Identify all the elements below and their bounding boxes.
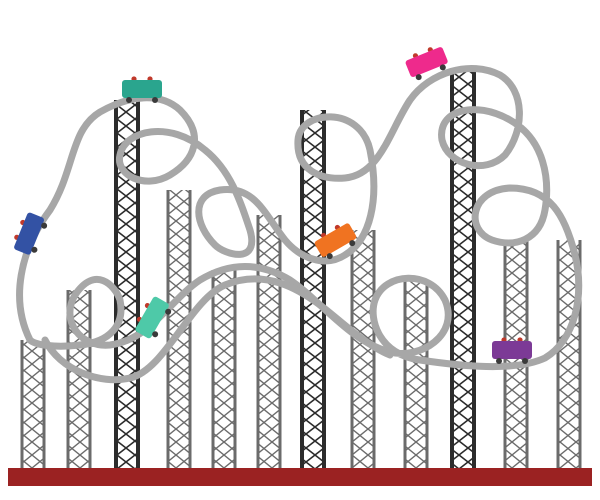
coaster-track — [16, 65, 583, 384]
support-tower — [211, 270, 237, 468]
coaster-cars — [14, 47, 532, 364]
support-tower — [256, 215, 282, 468]
car-orange — [314, 223, 357, 260]
track-main — [16, 65, 583, 371]
support-tower — [450, 72, 476, 468]
car-purple — [492, 337, 532, 364]
ground — [8, 468, 592, 486]
car-navy — [14, 212, 48, 255]
car-teal-top — [122, 76, 162, 103]
support-tower — [350, 230, 376, 468]
support-tower — [20, 340, 46, 468]
track-lower-sweep — [41, 275, 394, 384]
support-tower — [403, 280, 429, 468]
car-mint — [135, 296, 172, 339]
car-pink — [405, 47, 448, 81]
